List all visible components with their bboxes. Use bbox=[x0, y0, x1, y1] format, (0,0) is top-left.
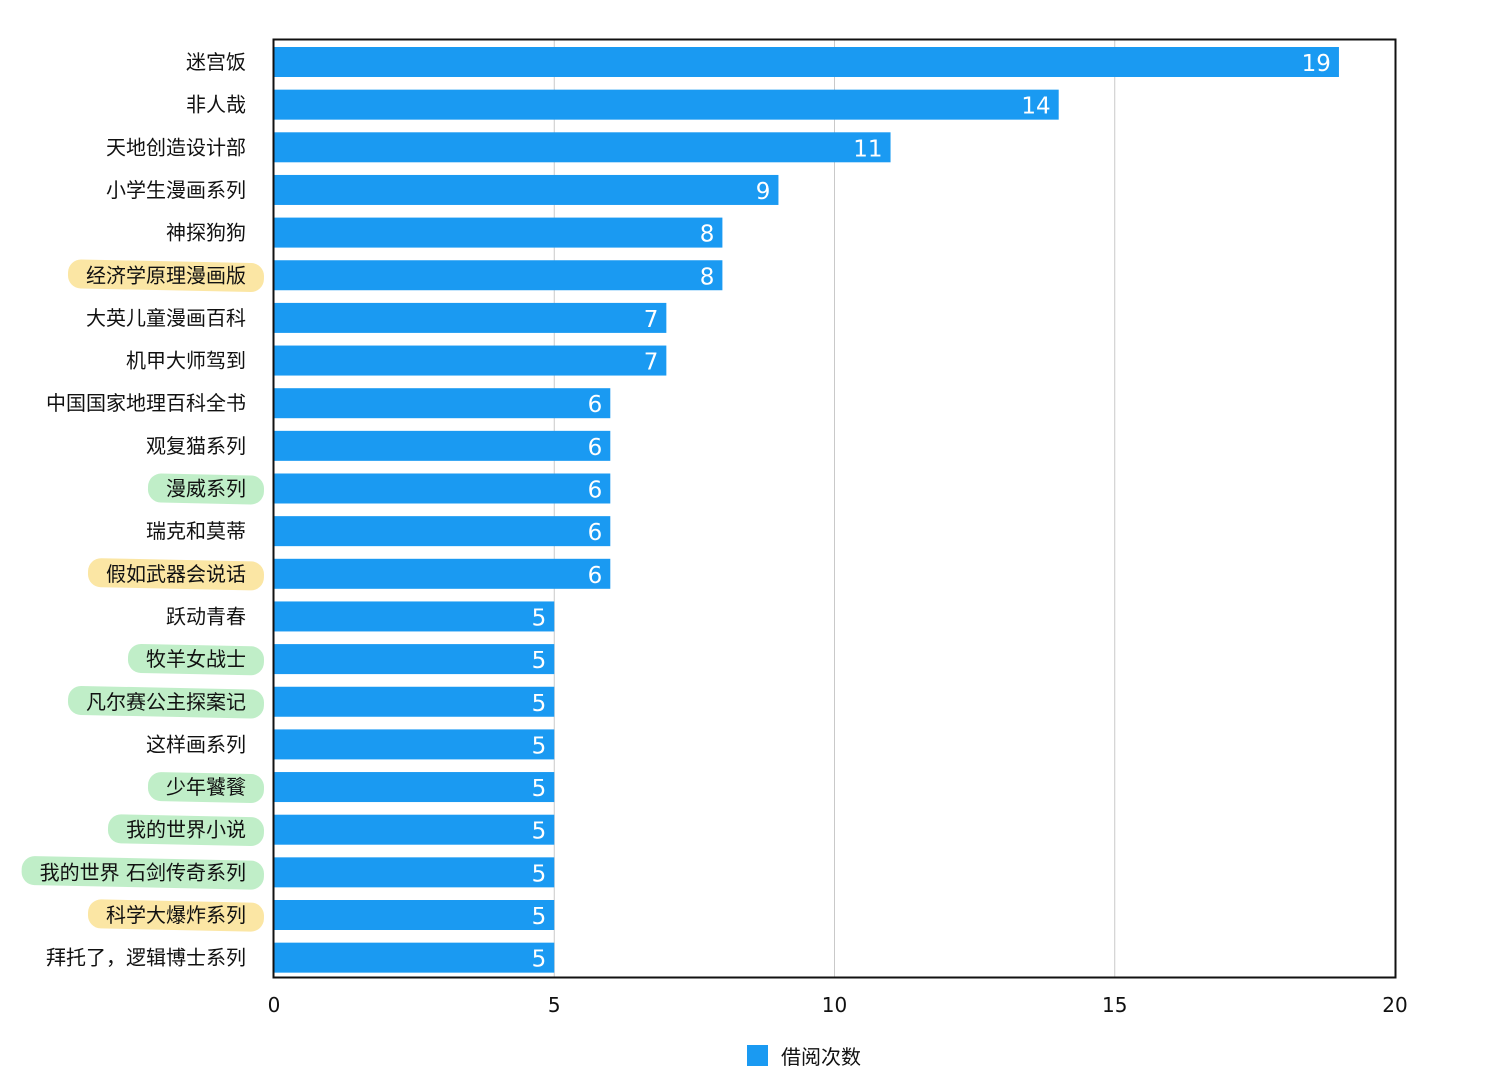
category-label: 瑞克和莫蒂 bbox=[146, 519, 246, 543]
bar bbox=[274, 473, 611, 504]
bar bbox=[274, 942, 555, 973]
bar-value-label: 6 bbox=[588, 435, 603, 461]
bar bbox=[274, 900, 555, 930]
category-label: 少年饕餮 bbox=[166, 775, 246, 799]
category-label: 观复猫系列 bbox=[146, 434, 246, 458]
bar-value-label: 11 bbox=[853, 136, 882, 162]
bar-value-label: 8 bbox=[700, 222, 715, 248]
bar-value-label: 5 bbox=[532, 605, 547, 631]
legend: 借阅次数 bbox=[747, 1045, 861, 1069]
category-label: 假如武器会说话 bbox=[106, 562, 246, 586]
category-labels: 迷宫饭非人哉天地创造设计部小学生漫画系列神探狗狗经济学原理漫画版大英儿童漫画百科… bbox=[40, 50, 246, 970]
bar bbox=[274, 430, 611, 461]
x-tick-label-20: 20 bbox=[1382, 993, 1407, 1017]
bar bbox=[274, 814, 555, 845]
bar-value-label: 6 bbox=[588, 563, 603, 589]
bar-value-label: 5 bbox=[532, 691, 547, 717]
category-label: 我的世界小说 bbox=[126, 818, 246, 842]
category-label: 牧羊女战士 bbox=[146, 647, 246, 671]
bar bbox=[274, 260, 723, 291]
bar-value-label: 6 bbox=[588, 392, 603, 418]
bar-value-label: 14 bbox=[1021, 94, 1050, 120]
bar-value-label: 5 bbox=[532, 733, 547, 759]
label-highlight-green bbox=[107, 814, 265, 847]
bar bbox=[274, 686, 555, 717]
category-label: 非人哉 bbox=[186, 93, 246, 117]
category-label: 科学大爆炸系列 bbox=[106, 903, 246, 927]
bar bbox=[274, 89, 1059, 120]
x-tick-label-15: 15 bbox=[1102, 993, 1127, 1017]
x-tick-label-0: 0 bbox=[268, 993, 281, 1017]
category-label: 漫威系列 bbox=[166, 477, 246, 501]
category-label: 我的世界 石剑传奇系列 bbox=[40, 860, 246, 884]
bar-value-label: 8 bbox=[700, 264, 715, 290]
category-label: 大英儿童漫画百科 bbox=[86, 306, 246, 330]
bar bbox=[274, 644, 555, 675]
x-axis-ticks: 0 5 10 15 20 bbox=[268, 993, 1408, 1017]
bar-value-label: 7 bbox=[644, 350, 659, 376]
legend-label: 借阅次数 bbox=[781, 1045, 861, 1069]
x-tick-label-10: 10 bbox=[822, 993, 847, 1017]
label-highlight-green bbox=[21, 856, 264, 890]
bar bbox=[274, 217, 723, 248]
category-label: 迷宫饭 bbox=[186, 50, 246, 74]
bar bbox=[274, 345, 667, 376]
category-label: 经济学原理漫画版 bbox=[86, 263, 246, 287]
bar bbox=[274, 857, 555, 888]
bar bbox=[274, 516, 611, 547]
bar-value-label: 5 bbox=[532, 947, 547, 973]
bar-value-label: 5 bbox=[532, 819, 547, 845]
bar-value-label: 7 bbox=[644, 307, 659, 333]
bar-value-label: 5 bbox=[532, 861, 547, 887]
bar bbox=[274, 174, 779, 205]
category-label: 小学生漫画系列 bbox=[106, 178, 246, 202]
bar-value-label: 5 bbox=[532, 904, 547, 930]
bar bbox=[274, 558, 611, 589]
label-highlight-yellow bbox=[67, 259, 265, 293]
bars: 19 14 11 9 8 8 7 7 6 6 6 6 6 5 5 5 5 5 5 5 5 5 bbox=[274, 47, 1339, 973]
bar-value-label: 6 bbox=[588, 520, 603, 546]
label-highlight-green bbox=[127, 643, 265, 676]
x-tick-label-5: 5 bbox=[548, 993, 561, 1017]
bar bbox=[274, 302, 667, 333]
bar bbox=[274, 772, 555, 803]
plot-frame bbox=[272, 38, 1397, 979]
bar bbox=[274, 388, 611, 419]
category-label: 拜托了，逻辑博士系列 bbox=[46, 946, 246, 970]
label-highlight-green bbox=[67, 685, 265, 719]
bar-value-label: 19 bbox=[1302, 51, 1331, 77]
category-label: 中国国家地理百科全书 bbox=[46, 391, 246, 415]
label-highlight-green bbox=[147, 473, 265, 505]
category-label: 机甲大师驾到 bbox=[126, 349, 246, 373]
bar-value-label: 9 bbox=[756, 179, 771, 205]
bar bbox=[274, 132, 891, 163]
label-highlight-yellow bbox=[87, 558, 265, 591]
bar bbox=[274, 47, 1339, 77]
label-highlight-yellow bbox=[87, 899, 265, 932]
bar bbox=[274, 729, 555, 760]
bar-value-label: 5 bbox=[532, 776, 547, 802]
label-highlight-green bbox=[147, 772, 265, 803]
label-highlights bbox=[21, 259, 265, 932]
category-label: 神探狗狗 bbox=[166, 221, 246, 245]
bar-value-label: 5 bbox=[532, 648, 547, 674]
category-label: 凡尔赛公主探案记 bbox=[86, 690, 246, 714]
bar bbox=[274, 601, 555, 632]
category-label: 天地创造设计部 bbox=[106, 135, 246, 159]
legend-swatch bbox=[747, 1045, 768, 1066]
bar-value-label: 6 bbox=[588, 478, 603, 504]
category-label: 这样画系列 bbox=[146, 732, 246, 756]
category-label: 跃动青春 bbox=[166, 604, 246, 628]
